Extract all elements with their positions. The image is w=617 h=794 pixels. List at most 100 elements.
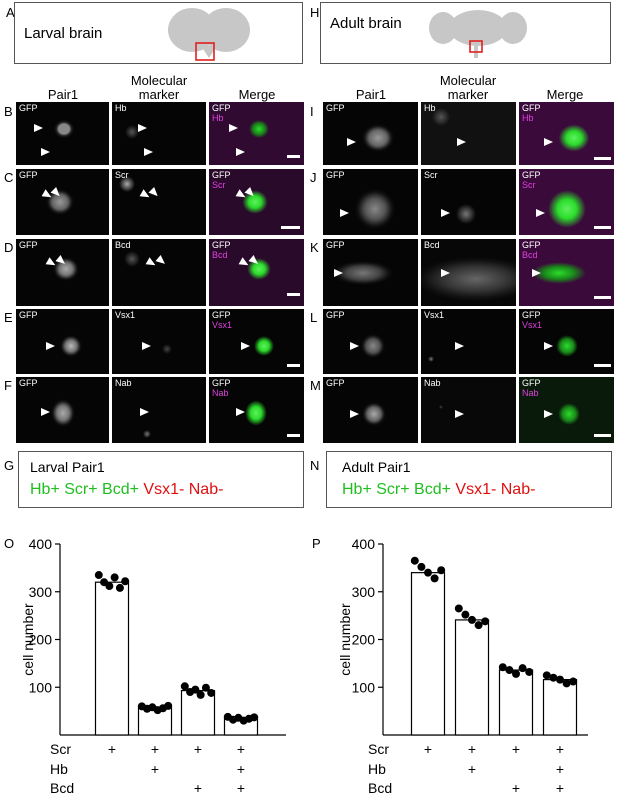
cell-arrow	[455, 342, 464, 350]
gfp-label: GFP	[19, 103, 38, 113]
cell-arrow	[155, 255, 168, 267]
data-point	[430, 574, 439, 583]
cell-arrow	[457, 138, 466, 146]
cell-arrow	[229, 124, 238, 132]
category-sign: +	[237, 741, 245, 757]
gfp-label: GFP	[212, 310, 231, 320]
panel-label-a: A	[6, 5, 15, 20]
marker-label: Vsx1	[424, 310, 445, 320]
cell-arrow	[55, 255, 68, 267]
adult-nab-merge-image: GFP Nab	[519, 377, 614, 443]
gfp-label: GFP	[212, 240, 231, 250]
category-sign: +	[194, 780, 202, 794]
scale-bar	[287, 434, 300, 437]
panel-label-k: K	[310, 240, 319, 255]
larval-scr-merge-image: GFP Scr	[209, 169, 304, 235]
gfp-label: GFP	[212, 170, 231, 180]
cell-arrow	[340, 209, 349, 217]
data-point	[191, 685, 200, 694]
larval-hb-marker-image: Hb	[112, 102, 206, 165]
data-point	[454, 604, 463, 613]
category-sign: +	[468, 741, 476, 757]
category-row-label: Scr	[368, 741, 389, 757]
cell-arrow	[350, 410, 359, 418]
marker-label: Nab	[424, 378, 441, 388]
marker-label: Nab	[115, 378, 132, 388]
gfp-label: GFP	[212, 103, 231, 113]
y-tick-label: 100	[29, 679, 53, 695]
cell-arrow	[244, 186, 257, 200]
left-col-header-marker-line1: Molecular	[130, 73, 188, 88]
cell-arrow	[41, 408, 50, 416]
cell-arrow	[536, 209, 545, 217]
panel-label-l: L	[310, 310, 318, 325]
adult-brain-drawing	[429, 10, 527, 58]
marker-label: Vsx1	[212, 320, 233, 330]
cell-arrow	[138, 124, 147, 132]
larval-bcd-gfp-image: GFP	[16, 239, 109, 306]
adult-nab-marker-image: Nab	[421, 377, 516, 443]
category-row-label: Scr	[50, 741, 71, 757]
adult-bcd-gfp-image: GFP	[323, 239, 418, 306]
cell-arrow	[544, 138, 553, 146]
marker-label: Scr	[212, 180, 226, 190]
scale-bar	[287, 155, 300, 158]
cell-arrow	[441, 269, 450, 277]
data-point	[542, 671, 551, 680]
gfp-label: GFP	[522, 103, 541, 113]
category-sign: +	[424, 741, 432, 757]
adult-summary-markers: Hb+ Scr+ Bcd+ Vsx1- Nab-	[342, 481, 535, 499]
adult-hb-gfp-image: GFP	[323, 102, 418, 165]
data-point	[207, 688, 216, 697]
adult-summary-title: Adult Pair1	[342, 459, 411, 475]
larval-brain-title: Larval brain	[24, 25, 103, 42]
adult-brain-title: Adult brain	[330, 15, 402, 32]
scale-bar	[287, 293, 300, 296]
panel-label-j: J	[310, 170, 317, 185]
data-point	[498, 663, 507, 672]
right-col-header-marker-line2: marker	[447, 87, 489, 102]
scale-bar	[594, 226, 611, 229]
data-point	[512, 669, 520, 678]
bar	[180, 689, 216, 736]
cell-arrow	[532, 269, 541, 277]
cell-arrow	[347, 138, 356, 146]
data-point	[481, 617, 490, 626]
larval-vsx1-merge-image: GFP Vsx1	[209, 309, 304, 374]
panel-label-n: N	[310, 458, 320, 473]
marker-label: Nab	[522, 388, 539, 398]
scale-bar	[287, 364, 300, 367]
data-point	[105, 582, 114, 591]
larval-brain-schematic: Larval brain	[14, 2, 303, 64]
category-row-label: Bcd	[368, 780, 392, 794]
gfp-label: GFP	[326, 378, 345, 388]
cell-arrow	[350, 342, 359, 350]
right-col-header-merge: Merge	[546, 87, 584, 102]
bar	[454, 619, 490, 736]
data-point	[474, 621, 483, 630]
cell-arrow	[46, 342, 55, 350]
category-sign: +	[194, 741, 202, 757]
larval-summary-markers: Hb+ Scr+ Bcd+ Vsx1- Nab-	[30, 481, 223, 499]
category-row-label: Hb	[368, 761, 386, 777]
cell-arrow	[50, 186, 63, 200]
panel-label-f: F	[4, 378, 12, 393]
scale-bar	[281, 226, 300, 229]
marker-label: Bcd	[115, 240, 131, 250]
data-point	[505, 666, 514, 675]
category-row-label: Hb	[50, 761, 68, 777]
cell-arrow	[236, 408, 245, 416]
panel-label-m: M	[310, 378, 321, 393]
scale-bar	[594, 434, 611, 437]
cell-arrow	[455, 410, 464, 418]
data-point	[556, 675, 564, 684]
marker-label: Vsx1	[115, 310, 136, 320]
cell-arrow	[144, 148, 153, 156]
y-tick-label: 200	[352, 632, 376, 648]
marker-label: Scr	[424, 170, 438, 180]
adult-bcd-merge-image: GFP Bcd	[519, 239, 614, 306]
panel-label-o: O	[4, 536, 15, 551]
scale-bar	[594, 157, 611, 160]
y-tick-label: 100	[352, 679, 376, 695]
larval-scr-marker-image: Scr	[112, 169, 206, 235]
